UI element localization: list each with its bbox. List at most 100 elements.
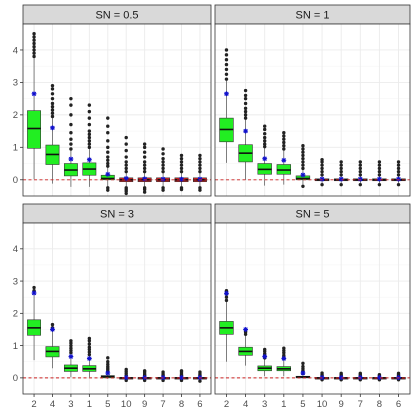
mean-marker (338, 176, 344, 182)
outlier-point (301, 160, 305, 164)
outlier-point (124, 367, 128, 372)
facet-strip-label: SN = 1 (296, 10, 330, 22)
outlier-point (320, 169, 324, 174)
outlier-point (301, 143, 305, 148)
mean-marker-stroke (105, 370, 110, 376)
outlier-point (106, 161, 110, 166)
outlier-point (32, 45, 36, 49)
mean-marker-stroke (224, 91, 229, 96)
outlier-point (32, 38, 36, 42)
x-tick-label: 4 (50, 399, 55, 410)
mean-marker-stroke (243, 128, 248, 134)
outlier-point (282, 143, 286, 148)
box-1 (82, 103, 97, 187)
mean-marker-stroke (50, 327, 55, 332)
outlier-point (69, 131, 73, 135)
outlier-point (87, 352, 92, 357)
outlier-point (32, 54, 36, 59)
outlier-point (198, 166, 202, 171)
x-tick-label: 3 (68, 399, 73, 410)
mean-marker-stroke (179, 375, 184, 380)
outlier-point (396, 173, 401, 177)
panel-background (23, 24, 211, 196)
box-1 (82, 336, 97, 378)
outlier-point (87, 116, 92, 120)
outlier-point (198, 156, 202, 161)
panel-3: SN = 3 0 1 2 3 4 2 4 3 1 5 10 9 7 8 6 (13, 203, 212, 410)
outlier-point (50, 96, 55, 101)
outlier-point (263, 347, 267, 352)
box-10 (119, 367, 134, 383)
x-tick-label: 10 (317, 399, 328, 410)
box-iqr (27, 110, 41, 149)
outlier-point (301, 364, 305, 369)
y-tick-label: 4 (13, 244, 18, 255)
outlier-point (161, 163, 165, 167)
outlier-point (124, 163, 128, 167)
outlier-point (243, 96, 248, 101)
box-2 (219, 48, 234, 163)
outlier-point (124, 142, 128, 146)
outlier-point (282, 353, 286, 357)
box-5 (100, 116, 115, 192)
outlier-point (179, 187, 184, 192)
outlier-point (263, 135, 267, 140)
outlier-point (32, 285, 36, 290)
outlier-point (50, 108, 55, 112)
outlier-point (339, 169, 343, 174)
outlier-point (282, 140, 286, 145)
outlier-point (301, 184, 305, 188)
outlier-point (243, 109, 248, 114)
outlier-point (106, 150, 110, 154)
outlier-point (142, 160, 147, 164)
outlier-point (69, 147, 73, 151)
outlier-point (243, 93, 248, 98)
outlier-point (32, 32, 36, 36)
outlier-point (198, 379, 202, 383)
outlier-point (396, 166, 401, 171)
outlier-point (161, 188, 165, 192)
x-tick-label: 2 (224, 399, 229, 410)
outlier-point (50, 322, 55, 327)
outlier-point (69, 122, 73, 127)
mean-marker-stroke (243, 327, 248, 332)
mean-marker-stroke (142, 176, 147, 181)
outlier-point (301, 153, 305, 158)
outlier-point (320, 157, 324, 162)
outlier-point (106, 188, 110, 192)
outlier-point (396, 182, 401, 187)
outlier-point (69, 142, 73, 146)
box-1 (276, 131, 292, 185)
outlier-point (243, 88, 248, 93)
outlier-point (106, 360, 110, 364)
outlier-point (179, 160, 184, 164)
outlier-point (224, 298, 229, 303)
outlier-point (50, 83, 55, 88)
box-4 (45, 322, 60, 369)
box-3 (257, 347, 272, 377)
outlier-point (377, 372, 382, 377)
outlier-point (339, 160, 343, 164)
outlier-point (87, 139, 92, 143)
mean-marker (281, 356, 287, 361)
outlier-point (358, 166, 362, 171)
outlier-point (32, 35, 36, 39)
outlier-point (320, 371, 324, 375)
outlier-point (198, 153, 202, 158)
mean-marker-stroke (87, 157, 92, 162)
outlier-point (301, 166, 305, 171)
outlier-point (243, 116, 248, 120)
outlier-point (224, 295, 229, 299)
outlier-point (106, 139, 110, 143)
outlier-point (142, 378, 147, 383)
outlier-point (69, 96, 73, 101)
x-tick-label: 9 (142, 399, 147, 410)
box-3 (63, 96, 78, 187)
outlier-point (339, 371, 343, 376)
mean-marker-stroke (68, 156, 74, 162)
box-5 (295, 361, 311, 379)
outlier-point (198, 160, 202, 164)
panel-background (23, 223, 211, 394)
outlier-point (50, 111, 55, 115)
